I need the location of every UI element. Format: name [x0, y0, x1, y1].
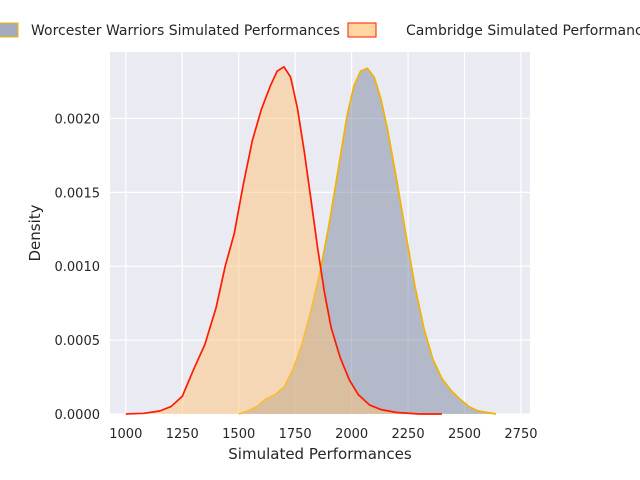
legend-label-cambridge: Cambridge Simulated Performances: [406, 23, 640, 39]
y-tick-label: 0.0000: [55, 408, 101, 423]
legend: Worcester Warriors Simulated Performance…: [0, 22, 640, 39]
density-area-0: [238, 68, 497, 415]
x-tick-label: 1500: [222, 427, 255, 442]
y-axis-ticks: 0.0000 0.0005 0.0010 0.0015 0.0020: [55, 112, 101, 423]
x-tick-label: 2750: [504, 427, 537, 442]
x-tick-label: 2250: [392, 427, 425, 442]
x-axis-label: Simulated Performances: [228, 445, 412, 463]
density-areas: [125, 65, 497, 415]
x-tick-label: 2000: [335, 427, 368, 442]
x-tick-label: 1000: [109, 427, 142, 442]
legend-label-worcester: Worcester Warriors Simulated Performance…: [31, 23, 340, 39]
y-axis-label: Density: [26, 204, 44, 261]
x-tick-label: 1250: [166, 427, 199, 442]
legend-swatch-cambridge: [347, 22, 377, 38]
density-area-1: [125, 66, 442, 415]
density-line-1: [125, 65, 442, 415]
y-tick-label: 0.0005: [55, 334, 101, 349]
x-axis-ticks: 1000 1250 1500 1750 2000 2250 2500 2750: [109, 427, 537, 442]
y-tick-label: 0.0015: [55, 186, 101, 201]
legend-swatch-worcester: [0, 22, 19, 38]
y-tick-label: 0.0010: [55, 260, 101, 275]
y-tick-label: 0.0020: [55, 112, 101, 127]
x-tick-label: 1750: [279, 427, 312, 442]
x-tick-label: 2500: [448, 427, 481, 442]
